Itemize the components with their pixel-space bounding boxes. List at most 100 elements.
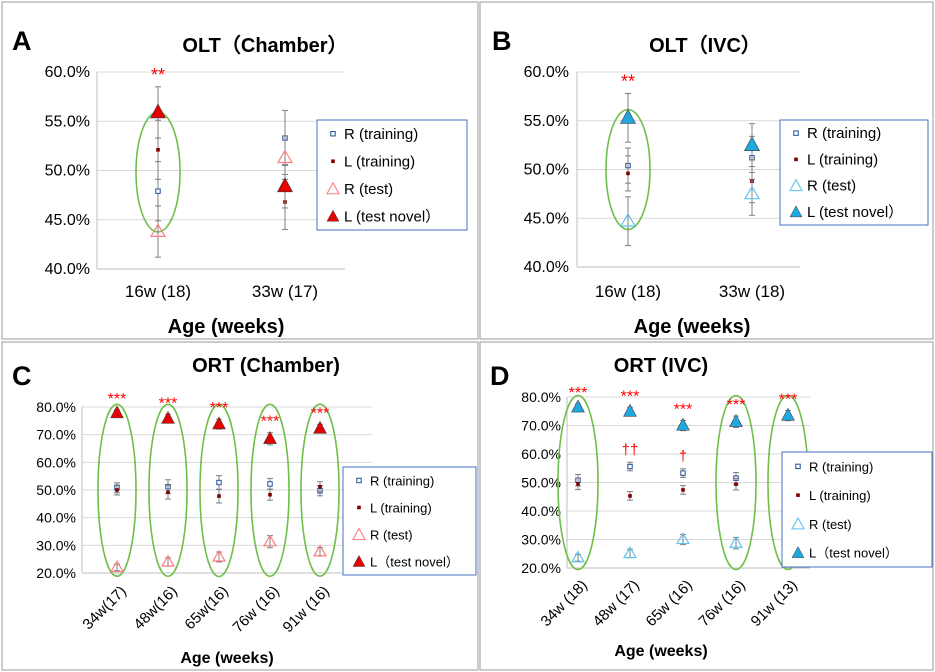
- y-tick-label: 30.0%: [521, 532, 561, 548]
- x-axis-label: Age (weeks): [180, 650, 273, 667]
- data-point-l-training: [318, 484, 322, 489]
- data-point-r-test: [743, 185, 761, 200]
- panel-b: B OLT（IVC） 40.0% 45.0% 50.0% 55.0% 60.0% 16w (1…: [479, 1, 934, 340]
- data-point-l-training: [576, 482, 580, 486]
- x-tick-label: 48w(16): [130, 583, 180, 633]
- data-point-l-test-novel: [623, 403, 637, 417]
- x-tick-label: 91w (13): [748, 577, 801, 630]
- x-tick-label: 76w (16): [230, 583, 283, 636]
- data-point-r-training: [155, 188, 161, 194]
- x-axis-label: Age (weeks): [168, 316, 285, 338]
- y-tick-label: 70.0%: [36, 427, 76, 443]
- data-point-r-training: [216, 479, 222, 486]
- panel-c: C ORT (Chamber) 20.0% 30.0% 40.0% 50.0% 60.0% 7…: [1, 341, 479, 671]
- legend-marker: [331, 159, 335, 164]
- significance-stars: ***: [108, 391, 127, 408]
- x-tick-label: 65w(16): [181, 583, 231, 633]
- significance-stars: **: [151, 65, 165, 85]
- legend-label: R (training): [370, 474, 434, 489]
- y-tick-label: 50.0%: [521, 475, 561, 491]
- data-point-l-test-novel: [263, 431, 277, 444]
- highlight-ellipse: [300, 403, 340, 577]
- significance-stars: ***: [621, 388, 640, 405]
- y-tick-label: 80.0%: [521, 389, 561, 405]
- legend-marker: [330, 131, 336, 137]
- y-tick-label: 30.0%: [36, 537, 76, 553]
- x-tick-label: 91w (16): [280, 583, 333, 636]
- x-tick-label: 34w(17): [79, 583, 129, 633]
- data-point-l-test-novel: [313, 420, 327, 434]
- legend-box: [781, 451, 933, 568]
- legend-label: L (training): [344, 153, 415, 170]
- chart-title: ORT (Chamber): [192, 355, 340, 377]
- panel-letter: A: [12, 26, 32, 56]
- significance-stars: ***: [261, 414, 280, 431]
- x-axis-label: Age (weeks): [614, 643, 707, 660]
- data-point-l-test-novel: [212, 416, 226, 430]
- legend-label: R (test): [370, 528, 413, 543]
- data-point-r-test: [276, 149, 294, 164]
- legend-marker: [356, 477, 362, 484]
- data-point-l-test-novel: [571, 399, 585, 413]
- panel-letter: D: [490, 361, 510, 391]
- y-tick-label: 40.0%: [45, 261, 90, 278]
- legend-marker: [326, 181, 340, 195]
- data-point-l-training: [166, 490, 170, 495]
- legend-label: R (test): [807, 178, 856, 195]
- data-point-l-training: [681, 488, 685, 492]
- data-point-l-test-novel: [781, 407, 795, 421]
- chart-title: OLT（IVC）: [649, 34, 761, 57]
- x-tick-label: 34w (18): [538, 577, 591, 630]
- panel-border: [479, 1, 934, 340]
- legend-marker: [789, 205, 803, 218]
- data-point-l-training: [628, 494, 632, 498]
- data-point-l-test-novel: [276, 177, 294, 193]
- highlight-ellipse: [199, 403, 239, 578]
- y-tick-label: 60.0%: [45, 64, 90, 81]
- y-tick-label: 40.0%: [524, 259, 569, 276]
- data-point-l-training: [156, 148, 160, 152]
- legend-label: L（test novel）: [370, 555, 459, 570]
- data-point-r-test: [212, 549, 226, 562]
- x-tick-label: 33w (18): [719, 282, 785, 301]
- legend-label: R (test): [809, 517, 852, 532]
- significance-stars: ***: [569, 385, 588, 402]
- legend-label: R (training): [807, 125, 881, 142]
- legend-label: R (training): [344, 126, 418, 143]
- data-point-r-test: [619, 212, 637, 227]
- data-point-r-test: [623, 546, 637, 559]
- legend-marker: [357, 505, 361, 510]
- legend-marker: [791, 516, 805, 530]
- y-tick-label: 20.0%: [521, 560, 561, 576]
- legend-box: [779, 119, 929, 226]
- y-tick-label: 60.0%: [36, 454, 76, 470]
- y-tick-label: 40.0%: [36, 510, 76, 526]
- x-tick-label: 48w (17): [590, 577, 643, 630]
- y-tick-label: 20.0%: [36, 565, 76, 581]
- panel-letter: C: [12, 361, 32, 391]
- x-axis-label: Age (weeks): [634, 316, 751, 338]
- legend-marker: [352, 527, 366, 541]
- x-tick-label: 65w (16): [643, 577, 696, 630]
- legend-marker: [796, 493, 800, 497]
- significance-stars: ***: [779, 391, 798, 408]
- panel-d: D ORT (IVC) 20.0% 30.0% 40.0% 50.0% 60.0% 70.0%…: [479, 341, 934, 671]
- data-point-r-training: [267, 481, 273, 487]
- significance-dagger: ††: [622, 441, 639, 458]
- panel-border: [479, 341, 934, 671]
- y-tick-label: 50.0%: [45, 163, 90, 180]
- highlight-ellipse: [557, 394, 599, 571]
- y-tick-label: 55.0%: [45, 113, 90, 130]
- data-point-l-test-novel: [110, 405, 124, 419]
- data-point-r-test: [263, 534, 277, 547]
- significance-stars: ***: [674, 401, 693, 418]
- data-point-r-test: [729, 535, 743, 548]
- panel-a: A OLT（Chamber） 40.0% 45.0% 50.0% 55.0% 60.0% 16…: [1, 1, 479, 340]
- data-point-l-training: [734, 482, 738, 487]
- legend-label: L (test novel）: [344, 208, 440, 225]
- data-point-r-test: [149, 223, 167, 237]
- y-tick-label: 45.0%: [524, 210, 569, 227]
- x-tick-label: 76w (16): [696, 577, 749, 630]
- legend-marker: [794, 157, 798, 162]
- legend-label: L (training): [809, 488, 871, 503]
